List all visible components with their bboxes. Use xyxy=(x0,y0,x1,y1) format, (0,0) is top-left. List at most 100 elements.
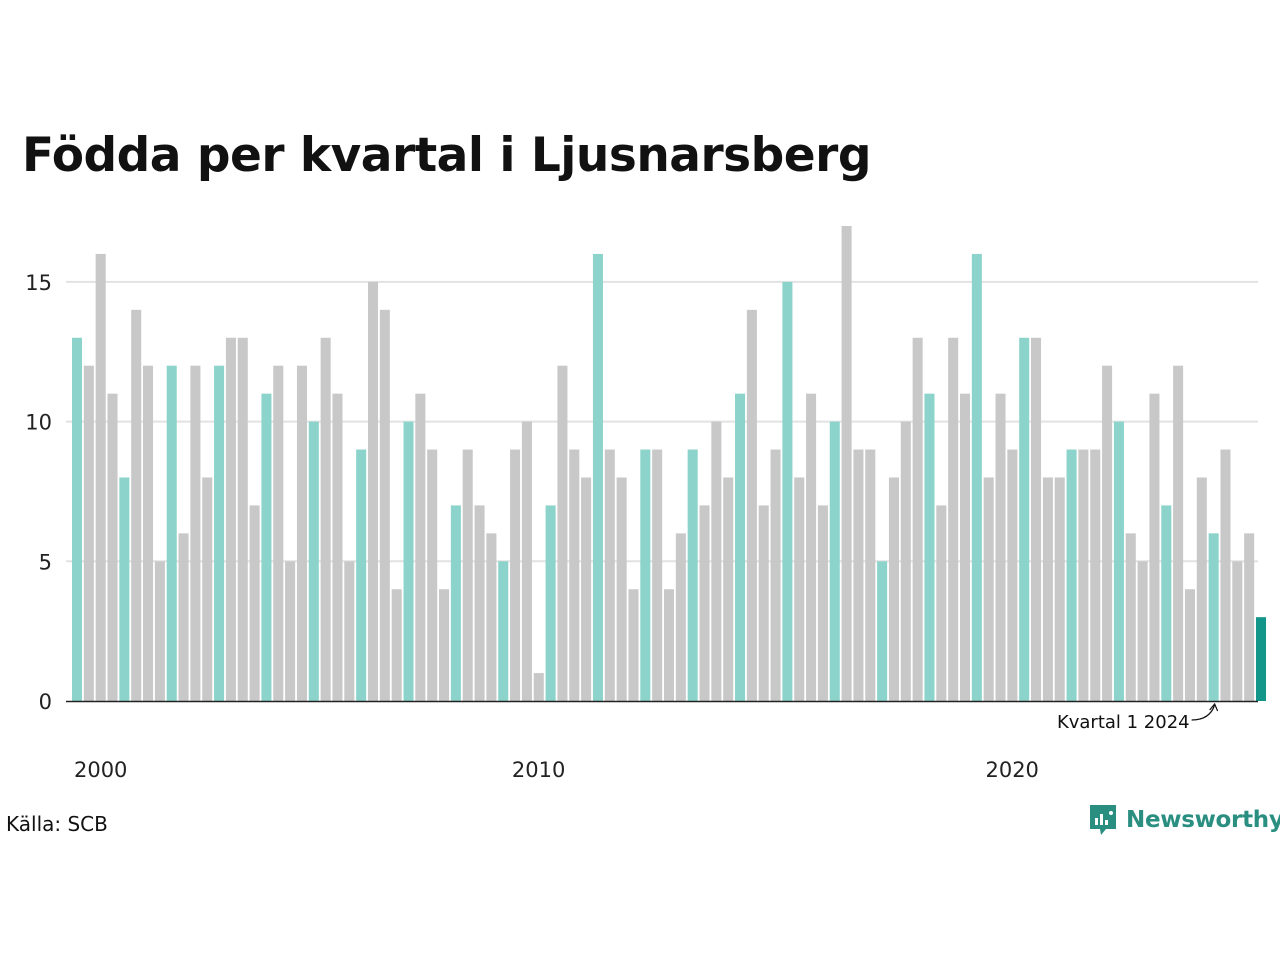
annotation-label: Kvartal 1 2024 xyxy=(1057,712,1190,733)
bar xyxy=(1007,449,1018,701)
bar xyxy=(1054,477,1065,701)
bar xyxy=(782,281,793,701)
bar xyxy=(308,421,319,701)
source-note: Källa: SCB xyxy=(6,812,108,836)
bar xyxy=(1113,421,1124,701)
bar xyxy=(178,533,189,701)
bar xyxy=(249,505,260,701)
bar xyxy=(1244,533,1255,701)
bar xyxy=(332,393,343,701)
newsworthy-logo-icon xyxy=(1090,805,1116,835)
bar xyxy=(202,477,213,701)
bar xyxy=(391,589,402,701)
bar xyxy=(569,449,580,701)
bar xyxy=(1090,449,1101,701)
bar xyxy=(1125,533,1136,701)
bar xyxy=(1149,393,1160,701)
bar xyxy=(888,477,899,701)
bar xyxy=(995,393,1006,701)
bar-chart: 0 5 10 15 2000 2010 2020 Kvartal 1 2024 xyxy=(25,226,1267,782)
bar xyxy=(225,337,236,701)
y-tick-label: 5 xyxy=(39,550,52,574)
bar xyxy=(474,505,485,701)
bars xyxy=(71,226,1267,702)
x-tick-label: 2010 xyxy=(512,758,565,782)
bar xyxy=(498,561,509,701)
bar xyxy=(486,533,497,701)
bar xyxy=(71,337,83,701)
y-tick-label: 0 xyxy=(39,690,52,714)
bar xyxy=(510,449,521,701)
bar xyxy=(1102,365,1113,701)
y-tick-label: 15 xyxy=(25,271,52,295)
bar xyxy=(652,449,663,701)
bar xyxy=(912,337,923,701)
bar xyxy=(462,449,473,701)
bar xyxy=(1066,449,1077,701)
x-tick-label: 2000 xyxy=(74,758,127,782)
bar xyxy=(735,393,746,701)
bar xyxy=(545,505,556,701)
bar xyxy=(699,505,710,701)
bar xyxy=(83,365,94,701)
y-tick-label: 10 xyxy=(25,411,52,435)
bar xyxy=(1173,365,1184,701)
bar xyxy=(746,309,757,701)
bar xyxy=(131,309,142,701)
bar xyxy=(154,561,165,701)
bar xyxy=(344,561,355,701)
bar xyxy=(119,477,130,701)
bar xyxy=(770,449,781,701)
bar xyxy=(663,589,675,701)
bar xyxy=(237,337,248,701)
bar xyxy=(273,365,284,701)
bar xyxy=(936,505,947,701)
bar xyxy=(143,365,154,701)
bar xyxy=(285,561,296,701)
bar xyxy=(320,337,331,701)
bar xyxy=(865,449,876,701)
bar xyxy=(877,561,888,701)
x-axis: 2000 2010 2020 xyxy=(74,758,1039,782)
bar xyxy=(95,253,106,702)
bar xyxy=(415,393,426,701)
bar xyxy=(1232,561,1243,701)
bar xyxy=(900,421,911,701)
bar xyxy=(829,421,840,701)
bar xyxy=(628,589,639,701)
bar xyxy=(806,393,817,701)
bar xyxy=(675,533,686,701)
bar xyxy=(983,477,994,701)
y-axis: 0 5 10 15 xyxy=(25,271,52,714)
bar xyxy=(296,365,307,701)
bar xyxy=(1220,449,1231,701)
bar xyxy=(604,449,615,701)
bar xyxy=(427,449,438,701)
bar xyxy=(711,421,722,701)
bar xyxy=(356,449,367,701)
bar xyxy=(107,393,118,701)
bar xyxy=(1161,505,1172,701)
bar xyxy=(948,337,959,701)
bar xyxy=(581,477,592,701)
brand-logo: Newsworthy xyxy=(1088,803,1280,837)
bar xyxy=(687,449,698,701)
bar xyxy=(1019,337,1030,701)
bar xyxy=(1031,337,1042,701)
bar xyxy=(592,253,603,702)
bar xyxy=(1196,477,1207,701)
bar xyxy=(1208,533,1219,701)
brand-name: Newsworthy xyxy=(1126,807,1280,833)
bar xyxy=(521,421,532,701)
bar xyxy=(261,393,272,701)
bar xyxy=(1184,589,1195,701)
bar xyxy=(403,421,414,701)
bar xyxy=(640,449,651,701)
bar xyxy=(853,449,864,701)
bar xyxy=(367,281,379,701)
bar xyxy=(214,365,225,701)
bar xyxy=(557,365,568,701)
bar xyxy=(758,505,769,701)
bar xyxy=(533,673,544,701)
bar xyxy=(1078,449,1089,701)
